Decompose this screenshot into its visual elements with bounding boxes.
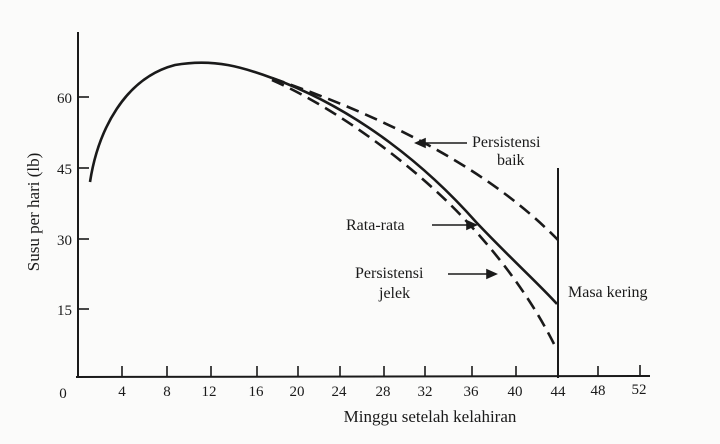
label-persistensi-jelek-2: jelek <box>378 285 410 302</box>
svg-text:52: 52 <box>632 382 647 398</box>
svg-text:8: 8 <box>163 384 171 400</box>
svg-text:12: 12 <box>202 384 217 400</box>
series-rata-rata <box>271 76 558 305</box>
label-persistensi-baik: Persistensi <box>472 134 541 151</box>
label-persistensi-baik-2: baik <box>497 152 525 169</box>
svg-text:4: 4 <box>118 384 126 400</box>
x-tick-labels: 0 4 8 12 16 20 24 28 32 36 40 44 48 52 <box>59 382 646 402</box>
svg-text:36: 36 <box>464 384 480 400</box>
svg-text:0: 0 <box>59 386 67 402</box>
series-common-rise <box>88 61 273 183</box>
svg-text:24: 24 <box>332 384 348 400</box>
arrow-rata-head-icon <box>466 219 478 231</box>
x-axis-title: Minggu setelah kelahiran <box>344 407 517 426</box>
svg-text:15: 15 <box>57 303 72 319</box>
svg-text:32: 32 <box>418 384 433 400</box>
svg-text:60: 60 <box>57 91 72 107</box>
arrow-baik-head-icon <box>414 137 426 149</box>
label-persistensi-jelek: Persistensi <box>355 265 424 282</box>
series-persistensi-jelek <box>271 78 558 349</box>
y-ticks <box>78 96 89 310</box>
arrow-jelek-head-icon <box>486 268 498 280</box>
axes <box>75 32 651 378</box>
svg-text:40: 40 <box>508 384 523 400</box>
svg-text:28: 28 <box>376 384 391 400</box>
svg-text:48: 48 <box>591 383 606 399</box>
svg-text:45: 45 <box>57 162 72 178</box>
svg-text:30: 30 <box>57 233 72 249</box>
label-masa-kering: Masa kering <box>568 284 648 301</box>
svg-text:16: 16 <box>249 384 265 400</box>
svg-text:44: 44 <box>551 384 567 400</box>
x-ticks <box>121 365 641 377</box>
y-axis-title: Susu per hari (lb) <box>24 153 43 272</box>
svg-text:20: 20 <box>290 384 305 400</box>
x-axis <box>75 375 651 378</box>
label-rata-rata: Rata-rata <box>346 217 405 234</box>
y-tick-labels: 60 45 30 15 <box>57 91 72 319</box>
